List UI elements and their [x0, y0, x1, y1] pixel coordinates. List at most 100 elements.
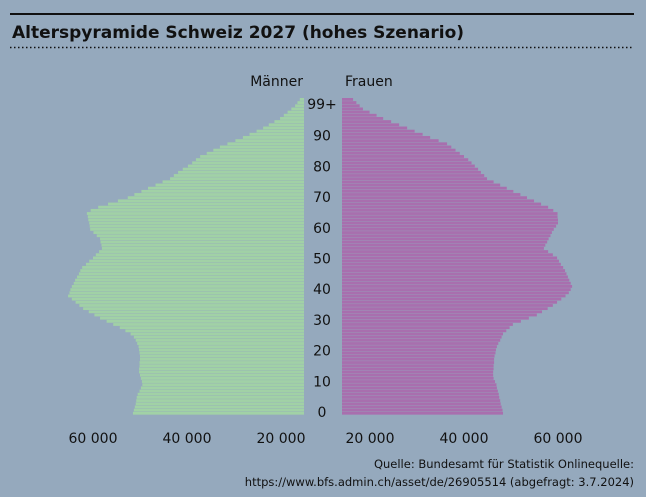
men-bar-age-80: [195, 158, 304, 162]
men-bar-age-34: [79, 304, 305, 307]
men-bar-age-3: [135, 402, 304, 406]
men-bar-age-5: [136, 395, 304, 399]
men-bar-age-75: [173, 174, 304, 177]
age-tick-label: 0: [318, 405, 327, 421]
women-bar-age-65: [342, 205, 549, 209]
men-bar-age-81: [200, 155, 304, 158]
women-bar-age-51: [342, 250, 549, 253]
men-bar-age-42: [75, 278, 304, 282]
women-bar-age-2: [342, 405, 502, 409]
men-bar-age-98: [297, 101, 304, 104]
women-bar-age-89: [342, 129, 415, 133]
women-bar-age-19: [342, 351, 496, 355]
legend-women-label: Frauen: [345, 74, 393, 90]
men-bar-age-40: [71, 285, 304, 288]
women-bar-age-31: [342, 313, 537, 317]
women-bar-age-4: [342, 399, 501, 402]
men-bar-age-91: [268, 123, 304, 127]
men-bar-age-90: [263, 126, 304, 130]
women-bar-age-28: [342, 323, 513, 326]
women-bar-age-60: [342, 221, 558, 225]
women-bar-age-6: [342, 392, 499, 396]
women-bar-age-22: [342, 342, 499, 345]
men-bar-age-47: [85, 262, 304, 266]
age-tick-label: 10: [313, 374, 331, 390]
women-bar-age-66: [342, 202, 542, 206]
men-bar-age-43: [77, 275, 305, 279]
women-bar-age-46: [342, 266, 564, 269]
women-bar-age-3: [342, 402, 501, 406]
women-bar-age-76: [342, 170, 481, 174]
women-bar-age-85: [342, 142, 448, 146]
women-bar-age-98: [342, 101, 357, 104]
women-bar-age-50: [342, 253, 553, 257]
men-bar-age-49: [93, 256, 304, 260]
men-bar-age-71: [147, 186, 304, 190]
men-bar-age-35: [75, 300, 304, 304]
women-bar-age-82: [342, 151, 460, 155]
men-bar-age-92: [274, 120, 304, 124]
women-bar-age-49: [342, 256, 558, 260]
men-bar-age-19: [139, 351, 304, 355]
women-bar-age-62: [342, 215, 558, 219]
women-bar-age-32: [342, 310, 543, 314]
age-tick-label: 60: [313, 221, 331, 237]
women-bar-age-42: [342, 278, 570, 282]
age-tick-label: 90: [313, 129, 331, 145]
men-bar-age-11: [140, 376, 304, 380]
men-bar-age-9: [142, 383, 304, 387]
women-bar-age-47: [342, 262, 561, 266]
men-bar-age-31: [94, 313, 304, 317]
men-bar-age-44: [78, 272, 305, 276]
men-bar-age-67: [117, 199, 304, 203]
men-bar-age-70: [141, 189, 304, 193]
women-bar-age-26: [342, 329, 507, 333]
men-bar-age-2: [134, 405, 304, 409]
population-axis: 60 000 40 000 20 000 20 000 40 000 60 000: [69, 431, 583, 447]
men-bars: [68, 98, 305, 415]
women-bar-age-10: [342, 380, 496, 383]
women-bar-age-30: [342, 316, 529, 320]
men-bar-age-10: [141, 380, 304, 383]
women-bar-age-39: [342, 288, 571, 292]
men-bar-age-88: [249, 132, 304, 136]
men-bar-age-72: [155, 183, 304, 187]
women-bar-age-45: [342, 269, 566, 272]
women-bar-age-77: [342, 167, 479, 171]
women-bar-age-93: [342, 117, 384, 120]
women-bar-age-54: [342, 240, 548, 244]
women-bar-age-72: [342, 183, 501, 187]
men-bar-age-0: [132, 411, 304, 415]
women-bar-age-56: [342, 234, 551, 238]
men-bar-age-25: [130, 332, 304, 336]
men-bar-age-22: [137, 342, 304, 345]
women-bar-age-48: [342, 259, 559, 263]
men-bar-age-52: [101, 246, 305, 250]
source-line-2: https://www.bfs.admin.ch/asset/de/269055…: [245, 475, 634, 489]
women-bar-age-91: [342, 123, 400, 127]
women-bar-age-94: [342, 113, 377, 117]
women-bar-age-7: [342, 389, 498, 393]
men-bar-age-61: [88, 218, 304, 222]
women-bar-age-92: [342, 120, 392, 124]
x-tick-label-women: 20 000: [346, 431, 395, 447]
men-bar-age-7: [139, 389, 304, 393]
age-axis: 0 10 20 30 40 50 60 70 80 90 99+: [307, 97, 337, 421]
men-bar-age-74: [170, 177, 304, 181]
men-bar-age-53: [101, 243, 305, 247]
men-bar-age-48: [89, 259, 305, 263]
men-bar-age-12: [140, 373, 304, 377]
women-bars: [342, 98, 573, 415]
men-bar-age-77: [182, 167, 304, 171]
x-tick-label-women: 60 000: [534, 431, 583, 447]
women-bar-age-36: [342, 297, 562, 301]
men-bar-age-17: [140, 357, 304, 361]
women-bar-age-40: [342, 285, 573, 288]
men-bar-age-45: [80, 269, 304, 272]
men-bar-age-60: [89, 221, 305, 225]
men-bar-age-84: [219, 145, 304, 149]
women-bar-age-75: [342, 174, 485, 177]
men-bar-age-96: [291, 107, 304, 111]
women-bar-age-80: [342, 158, 469, 162]
women-bar-age-71: [342, 186, 507, 190]
